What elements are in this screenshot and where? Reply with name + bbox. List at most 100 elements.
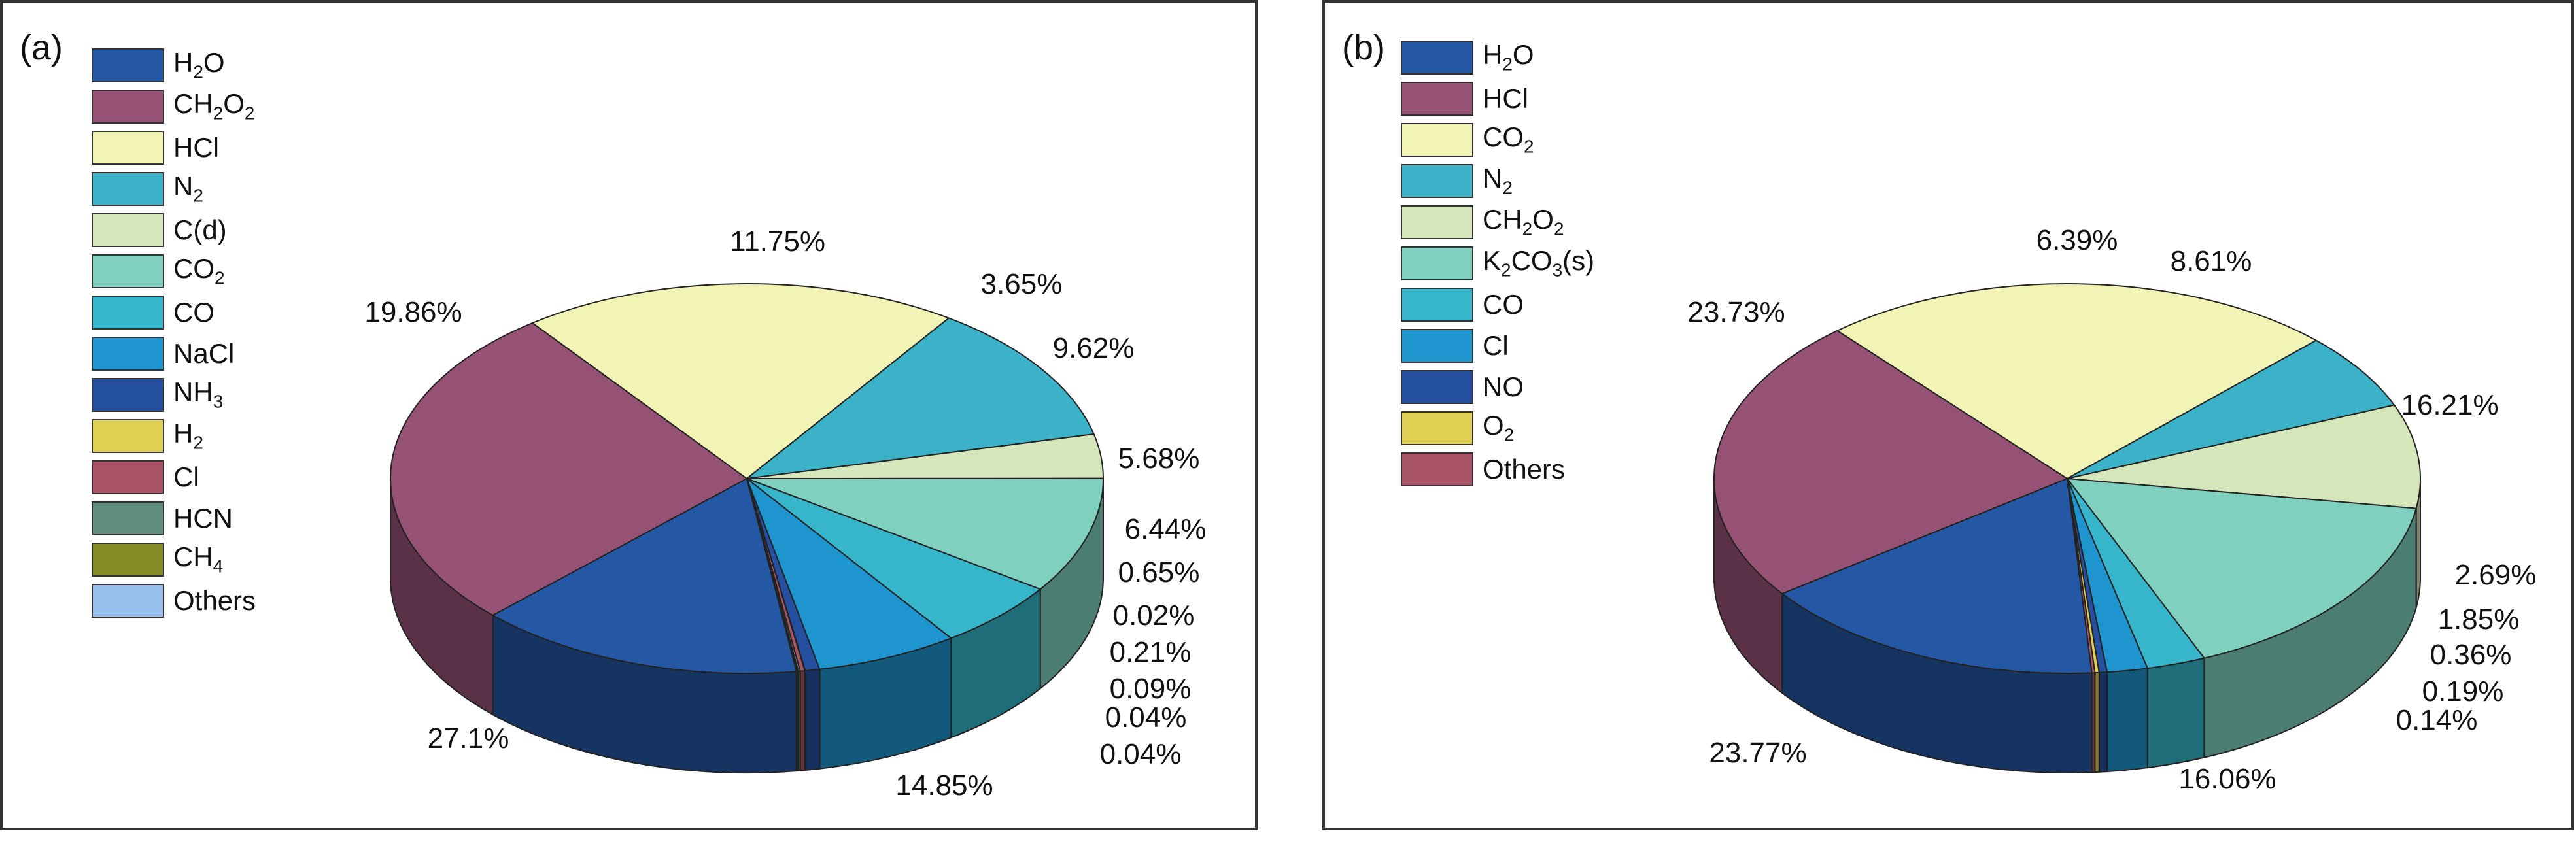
pie-chart: 14.85% 27.1% 19.86% 11.75% 3.65% 9.62% 5.68% 6.… — [364, 226, 1206, 802]
legend-swatch — [92, 295, 164, 330]
legend-swatch — [1401, 122, 1473, 157]
chart-panel-b: (b) H2O HCl CO2 N2 CH2O2 K2CO3(s) CO Cl NO O2 Othe… — [1322, 0, 2574, 830]
pie-side-walls — [1713, 478, 2421, 773]
pie-top — [390, 283, 1105, 674]
slice-label: 14.85% — [895, 770, 993, 802]
legend-swatch — [1401, 369, 1473, 404]
legend-item: CO — [92, 292, 256, 333]
legend-swatch — [1401, 287, 1473, 322]
legend-item: Cl — [92, 456, 256, 498]
legend-item: H2O — [1401, 37, 1594, 78]
slice-label: 0.65% — [1118, 556, 1200, 588]
legend-item: NO — [1401, 366, 1594, 407]
legend-swatch — [1401, 452, 1473, 486]
legend: H2O CH2O2 HCl N2 C(d) CO2 CO NaCl NH3 H2 Cl HCN CH4 O… — [92, 44, 256, 621]
legend-item: NaCl — [92, 333, 256, 374]
slice-label: 6.39% — [2036, 224, 2118, 256]
legend-label: N2 — [1483, 163, 1513, 198]
slice-label: 11.75% — [730, 226, 825, 258]
legend-swatch — [1401, 205, 1473, 239]
legend-label: N2 — [173, 171, 203, 206]
legend-swatch — [92, 377, 164, 412]
legend-item: N2 — [1401, 160, 1594, 201]
pie-side — [804, 668, 821, 771]
legend-swatch — [92, 336, 164, 371]
legend-label: Others — [1483, 453, 1566, 484]
pie-side — [2146, 657, 2205, 769]
pie-slice — [1836, 283, 2318, 480]
legend-item: HCl — [1401, 78, 1594, 119]
legend-item: CH2O2 — [1401, 201, 1594, 243]
pie-side — [2091, 672, 2096, 773]
pie-slice — [1781, 477, 2093, 674]
legend-item: CO2 — [92, 250, 256, 292]
legend-swatch — [1401, 40, 1473, 75]
pie-side — [2098, 671, 2108, 773]
pie-side — [2106, 668, 2148, 773]
slice-label: 27.1% — [428, 722, 509, 754]
slice-label: 16.06% — [2178, 763, 2276, 795]
slice-label: 0.21% — [1110, 636, 1192, 668]
slice-label: 23.77% — [1709, 737, 1806, 769]
legend: H2O HCl CO2 N2 CH2O2 K2CO3(s) CO Cl NO O2 Others — [1401, 37, 1594, 490]
slice-label: 0.04% — [1105, 702, 1187, 734]
legend-swatch — [92, 212, 164, 247]
legend-item: O2 — [1401, 407, 1594, 448]
legend-label: H2O — [1483, 39, 1534, 75]
legend-item: CH4 — [92, 539, 256, 580]
legend-swatch — [92, 542, 164, 577]
panel-label: (b) — [1342, 28, 1385, 67]
pie-chart: 16.06% 23.77% 23.73% 6.39% 8.61% 16.21% 2.69% 1… — [1687, 224, 2536, 795]
legend-label: NaCl — [173, 337, 235, 369]
slice-label: 0.02% — [1113, 600, 1195, 632]
legend-swatch — [92, 501, 164, 535]
legend-swatch — [1401, 81, 1473, 116]
legend-label: CO2 — [1483, 122, 1534, 157]
legend-label: C(d) — [173, 214, 227, 245]
pie-slice — [390, 322, 748, 617]
legend-item: CO — [1401, 284, 1594, 325]
legend-item: N2 — [92, 168, 256, 209]
legend-item: H2 — [92, 415, 256, 456]
legend-label: HCN — [173, 502, 233, 533]
pie-slice — [2067, 339, 2396, 479]
panel-label: (a) — [20, 28, 63, 67]
legend-label: CO — [173, 296, 215, 328]
legend-swatch — [92, 171, 164, 206]
legend-swatch — [92, 89, 164, 124]
legend-label: Cl — [173, 461, 199, 492]
pie-slice — [2067, 404, 2421, 509]
slice-label: 1.85% — [2438, 603, 2520, 635]
pie-slice — [746, 477, 1105, 590]
legend-label: CO2 — [173, 253, 225, 288]
legend-swatch — [92, 418, 164, 453]
legend-label: CH4 — [173, 541, 224, 577]
slice-label: 0.19% — [2422, 675, 2504, 707]
legend-label: H2O — [173, 47, 225, 82]
legend-item: C(d) — [92, 209, 256, 250]
legend-item: NH3 — [92, 374, 256, 415]
pie-side — [799, 669, 806, 771]
legend-swatch — [92, 460, 164, 494]
legend-swatch — [1401, 411, 1473, 445]
legend-label: CH2O2 — [173, 88, 255, 124]
legend-label: H2 — [173, 418, 203, 453]
chart-panel-a: (a) H2O CH2O2 HCl N2 C(d) CO2 CO NaCl NH3 H2 Cl HCN… — [0, 0, 1258, 830]
slice-label: 9.62% — [1053, 332, 1135, 364]
legend-item: CO2 — [1401, 119, 1594, 160]
legend-label: HCl — [1483, 82, 1528, 114]
pie-slice — [744, 317, 1095, 480]
legend-item: HCN — [92, 498, 256, 539]
legend-label: Others — [173, 584, 256, 616]
legend-swatch — [1401, 328, 1473, 363]
legend-label: CO — [1483, 288, 1524, 320]
pie-slice — [2065, 477, 2417, 659]
legend-item: Cl — [1401, 325, 1594, 366]
legend-label: HCl — [173, 131, 219, 163]
legend-label: Cl — [1483, 330, 1509, 361]
legend-swatch — [92, 48, 164, 82]
pie-slice — [746, 478, 1042, 639]
legend-label: CH2O2 — [1483, 204, 1564, 239]
legend-item: Others — [1401, 448, 1594, 490]
legend-label: O2 — [1483, 410, 1515, 445]
